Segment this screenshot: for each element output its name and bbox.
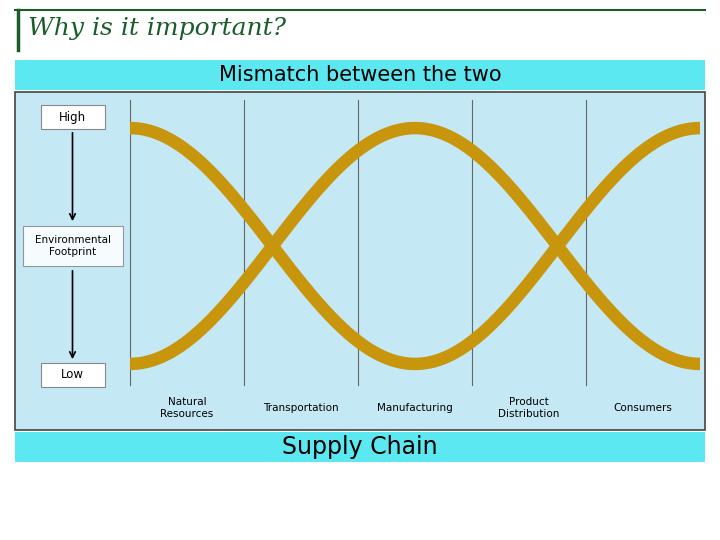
Text: Manufacturing: Manufacturing bbox=[377, 403, 453, 413]
FancyBboxPatch shape bbox=[22, 226, 122, 266]
Text: Natural
Resources: Natural Resources bbox=[161, 397, 214, 419]
FancyBboxPatch shape bbox=[40, 363, 104, 387]
Text: Low: Low bbox=[61, 368, 84, 381]
Text: Transportation: Transportation bbox=[264, 403, 339, 413]
Text: Mismatch between the two: Mismatch between the two bbox=[219, 65, 501, 85]
Bar bbox=[15, 92, 705, 430]
Text: Why is it important?: Why is it important? bbox=[28, 17, 286, 39]
Text: High: High bbox=[59, 111, 86, 124]
Bar bbox=[15, 432, 705, 462]
Text: Supply Chain: Supply Chain bbox=[282, 435, 438, 459]
Text: Environmental
Footprint: Environmental Footprint bbox=[35, 235, 110, 257]
Bar bbox=[15, 60, 705, 90]
FancyBboxPatch shape bbox=[40, 105, 104, 129]
Text: Consumers: Consumers bbox=[613, 403, 672, 413]
Text: Product
Distribution: Product Distribution bbox=[498, 397, 559, 419]
